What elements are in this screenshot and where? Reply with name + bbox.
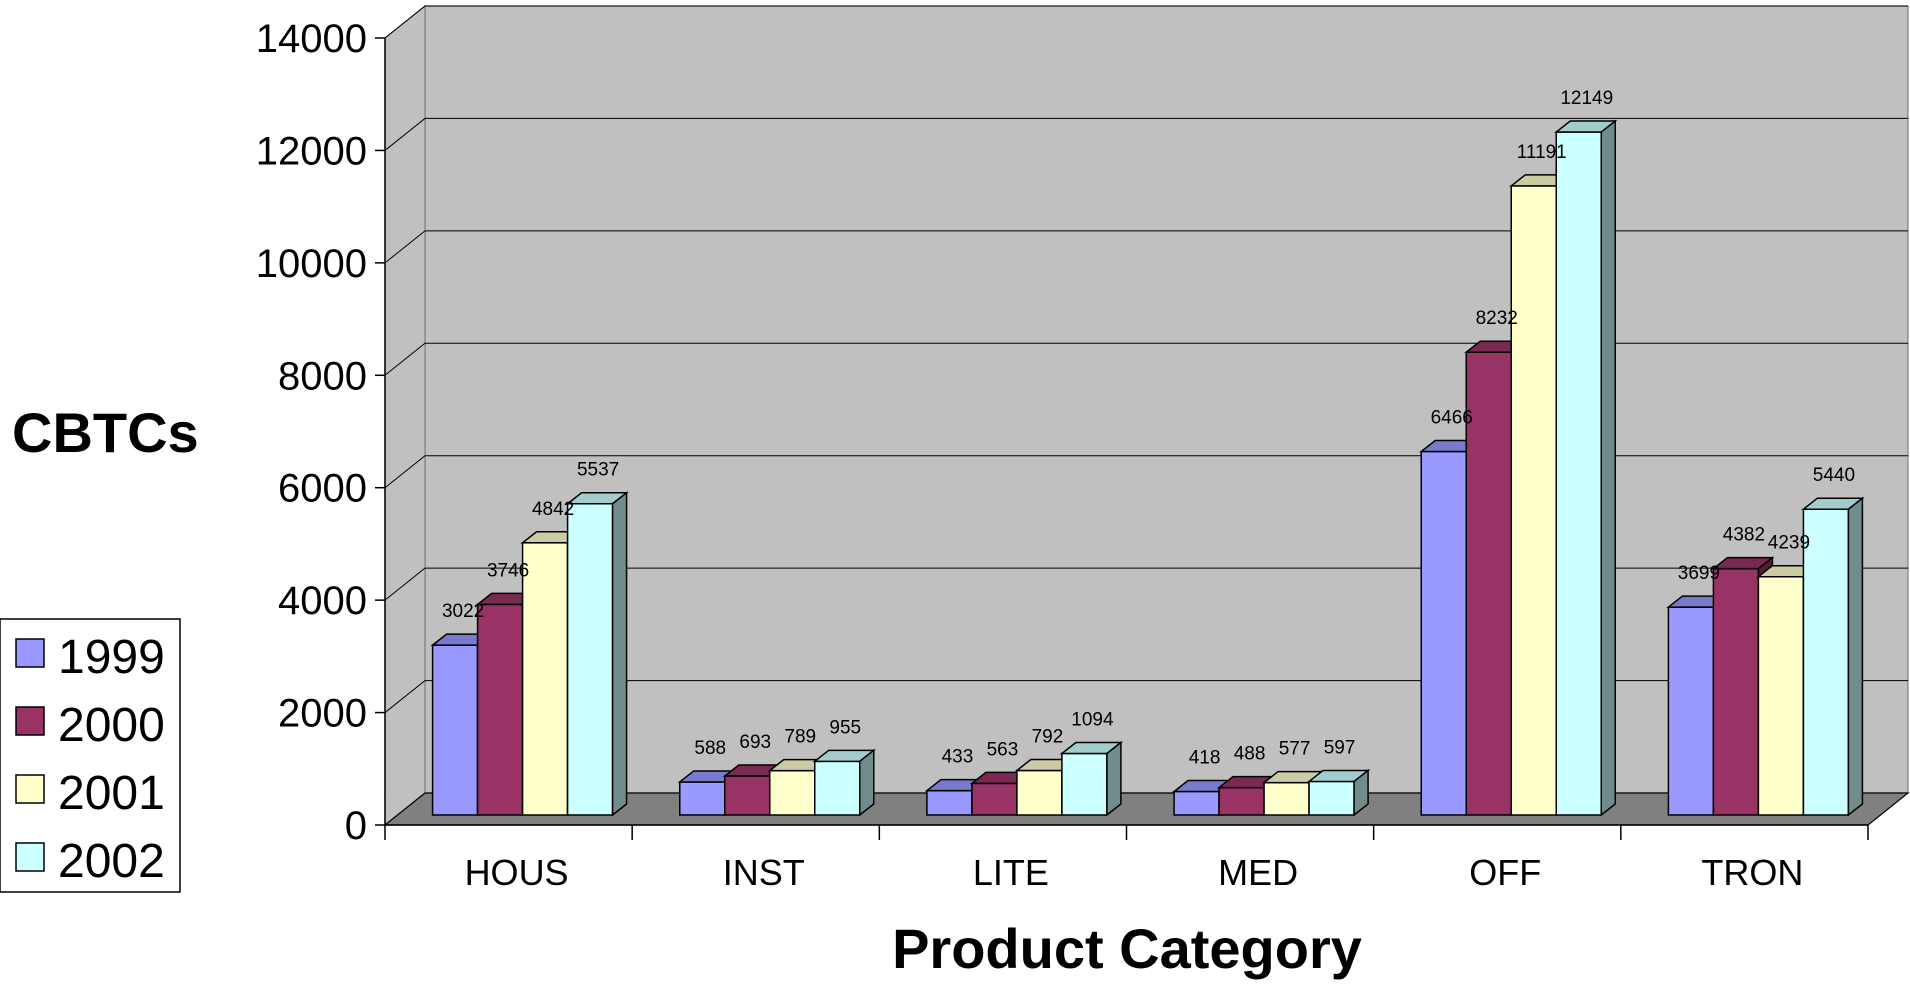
data-label: 3699 bbox=[1678, 563, 1720, 584]
data-label: 3746 bbox=[487, 560, 529, 581]
bar-2002-inst bbox=[812, 748, 876, 817]
data-label: 418 bbox=[1189, 748, 1221, 769]
gridline bbox=[384, 567, 1908, 601]
legend: 1999 2000 2001 2002 bbox=[0, 618, 181, 893]
data-label: 3022 bbox=[442, 601, 484, 622]
bar-front bbox=[1510, 185, 1557, 816]
bar-front bbox=[724, 775, 771, 816]
bar-front bbox=[1465, 351, 1512, 816]
data-label: 789 bbox=[784, 727, 816, 748]
x-tick-label: MED bbox=[1218, 852, 1298, 893]
bar-front bbox=[1712, 567, 1760, 816]
bar-side bbox=[1600, 119, 1616, 817]
y-tick-label: 6000 bbox=[278, 467, 367, 511]
y-tick-label: 0 bbox=[345, 804, 367, 848]
x-axis-title: Product Category bbox=[892, 917, 1362, 980]
y-axis-title: CBTCs bbox=[12, 401, 199, 464]
bar-2002-med bbox=[1306, 768, 1371, 817]
data-label: 433 bbox=[942, 747, 974, 768]
bar-front bbox=[1555, 131, 1602, 816]
bar-front bbox=[769, 769, 816, 816]
bar-2002-hous bbox=[565, 491, 629, 817]
data-label: 577 bbox=[1279, 739, 1311, 760]
data-label: 4382 bbox=[1723, 525, 1765, 546]
data-label: 11191 bbox=[1517, 142, 1567, 163]
bar-front bbox=[814, 760, 861, 816]
gridline bbox=[384, 5, 1908, 39]
data-label: 955 bbox=[829, 717, 861, 738]
data-label: 5537 bbox=[577, 460, 619, 481]
bar-front bbox=[566, 502, 614, 816]
y-tick-label: 2000 bbox=[278, 692, 367, 736]
legend-label: 2000 bbox=[58, 699, 165, 752]
data-label: 693 bbox=[739, 732, 771, 753]
bar-2002-lite bbox=[1059, 740, 1124, 817]
bar-2002-tron bbox=[1801, 496, 1865, 817]
bar-front bbox=[1667, 606, 1715, 816]
data-label: 588 bbox=[694, 738, 726, 759]
legend-swatch bbox=[15, 638, 45, 668]
bar-front bbox=[971, 782, 1018, 816]
bar-front bbox=[1016, 769, 1063, 816]
y-tick-label: 4000 bbox=[278, 579, 367, 623]
bar-side bbox=[1106, 740, 1122, 817]
data-label: 1094 bbox=[1071, 710, 1114, 731]
x-tick-label: INST bbox=[723, 852, 805, 893]
bar-side bbox=[611, 491, 628, 817]
legend-swatch bbox=[15, 842, 45, 872]
gridline bbox=[384, 117, 1908, 151]
bar-2002-off bbox=[1554, 119, 1618, 817]
x-tick-label: HOUS bbox=[465, 852, 569, 893]
gridline bbox=[384, 680, 1908, 713]
data-label: 5440 bbox=[1813, 465, 1855, 486]
side-wall bbox=[384, 4, 426, 827]
gridline bbox=[384, 455, 1908, 489]
bar-side bbox=[859, 748, 875, 817]
data-label: 563 bbox=[987, 739, 1019, 760]
legend-swatch bbox=[15, 774, 45, 804]
bar-front bbox=[679, 781, 726, 816]
bar-front bbox=[1218, 786, 1265, 816]
data-label: 792 bbox=[1032, 726, 1064, 747]
legend-label: 1999 bbox=[58, 631, 165, 684]
gridlines bbox=[384, 5, 1908, 713]
bar-front bbox=[1802, 508, 1850, 816]
x-tick-label: LITE bbox=[973, 852, 1049, 893]
axes: 0 2000 4000 6000 8000 10000 12000 14000 HOUS INST… bbox=[256, 17, 1869, 893]
bar-front bbox=[1061, 752, 1108, 816]
data-label: 4842 bbox=[532, 499, 574, 520]
bars bbox=[430, 119, 1865, 817]
legend-label: 2002 bbox=[58, 835, 165, 888]
bar-front bbox=[1263, 781, 1310, 816]
bar-front bbox=[476, 603, 524, 816]
legend-label: 2001 bbox=[58, 767, 165, 820]
data-label: 6466 bbox=[1431, 408, 1473, 429]
y-tick-label: 10000 bbox=[256, 242, 367, 286]
data-label: 8232 bbox=[1476, 308, 1518, 329]
legend-swatch bbox=[15, 706, 45, 736]
bar-front bbox=[1757, 575, 1805, 816]
x-tick-label: OFF bbox=[1469, 852, 1541, 893]
bar-side bbox=[1847, 496, 1864, 817]
bar-front bbox=[1173, 790, 1220, 816]
bar-front bbox=[1308, 780, 1355, 816]
gridline bbox=[384, 342, 1908, 376]
bar-front bbox=[431, 644, 479, 816]
y-tick-label: 14000 bbox=[256, 17, 367, 61]
bar-side bbox=[1353, 768, 1369, 817]
bar-front bbox=[926, 789, 973, 816]
gridline bbox=[384, 230, 1908, 264]
bar-front bbox=[1420, 450, 1467, 816]
y-tick-label: 12000 bbox=[256, 129, 367, 173]
data-label: 12149 bbox=[1560, 88, 1613, 109]
data-label: 4239 bbox=[1768, 533, 1810, 554]
data-label: 597 bbox=[1324, 737, 1356, 758]
data-label: 488 bbox=[1234, 744, 1266, 765]
bar-front bbox=[521, 542, 569, 816]
x-tick-label: TRON bbox=[1701, 852, 1803, 893]
y-tick-label: 8000 bbox=[278, 354, 367, 398]
